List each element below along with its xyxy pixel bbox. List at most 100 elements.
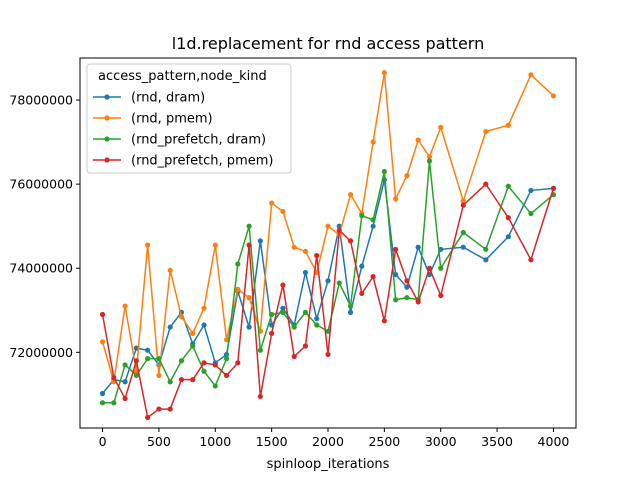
data-point	[404, 173, 410, 179]
data-point	[99, 339, 106, 345]
data-point	[381, 70, 387, 76]
data-point	[246, 295, 252, 301]
data-point	[178, 377, 185, 383]
data-point	[291, 244, 297, 250]
y-tick-label: 78000000	[9, 93, 73, 108]
data-point	[111, 400, 117, 406]
x-tick-label: 3500	[481, 434, 513, 449]
data-point	[460, 202, 466, 208]
data-point	[122, 362, 128, 368]
data-point	[190, 377, 196, 383]
data-point	[426, 158, 433, 164]
data-point	[528, 72, 534, 78]
legend-item: (rnd_prefetch, dram)	[93, 133, 266, 148]
data-point	[460, 229, 466, 236]
data-point	[404, 278, 410, 284]
data-point	[280, 309, 286, 315]
data-point	[257, 238, 263, 244]
x-tick-label: 3000	[425, 434, 457, 449]
data-point	[314, 322, 320, 328]
data-point	[99, 400, 106, 406]
data-point	[460, 198, 466, 204]
data-point	[415, 244, 421, 250]
legend-marker	[104, 94, 110, 100]
series-line	[101, 71, 554, 383]
data-point	[336, 227, 342, 233]
data-point	[483, 257, 489, 263]
data-point	[438, 265, 444, 271]
legend-label: (rnd_prefetch, pmem)	[131, 154, 273, 169]
legend-items: (rnd, dram) (rnd, pmem) (rnd_prefetch, dra…	[93, 91, 273, 169]
series-3	[99, 181, 557, 421]
data-point	[426, 265, 433, 271]
y-tick-label: 76000000	[9, 177, 73, 192]
data-point	[145, 347, 151, 353]
data-point	[99, 390, 106, 397]
data-point	[223, 372, 230, 379]
data-point	[393, 246, 399, 252]
x-tick-label: 1500	[256, 434, 288, 449]
data-point	[347, 238, 354, 244]
data-point	[325, 278, 331, 284]
series-line	[102, 160, 554, 404]
data-point	[145, 356, 151, 362]
data-point	[201, 360, 207, 366]
data-point	[483, 181, 489, 187]
data-point	[99, 311, 106, 318]
data-point	[201, 368, 207, 374]
data-point	[280, 305, 286, 311]
data-point	[223, 356, 230, 362]
legend-label: (rnd, pmem)	[131, 112, 213, 127]
data-point	[280, 282, 286, 288]
data-point	[505, 215, 511, 221]
data-point	[145, 414, 151, 421]
data-point	[269, 200, 275, 206]
data-point	[246, 324, 252, 330]
data-point	[302, 248, 309, 255]
data-point	[347, 303, 354, 309]
data-point	[370, 274, 376, 280]
data-point	[550, 185, 557, 191]
data-point	[291, 324, 297, 330]
data-point	[201, 305, 207, 311]
data-point	[381, 318, 387, 324]
data-point	[460, 244, 466, 250]
data-point	[370, 139, 376, 145]
data-point	[291, 353, 297, 360]
legend-label: (rnd_prefetch, dram)	[131, 133, 266, 148]
series-2	[99, 158, 557, 406]
data-point	[212, 383, 218, 389]
data-point	[212, 242, 218, 248]
data-point	[528, 210, 534, 217]
legend-title: access_pattern,node_kind	[98, 69, 267, 84]
data-point	[347, 192, 354, 198]
x-tick-label: 4000	[538, 434, 570, 449]
data-point	[347, 309, 354, 315]
data-point	[257, 347, 263, 353]
data-point	[550, 93, 557, 99]
series-0	[99, 177, 557, 397]
legend-item: (rnd, pmem)	[93, 112, 213, 127]
legend: access_pattern,node_kind (rnd, dram)(rnd…	[86, 63, 292, 174]
data-point	[370, 217, 376, 223]
data-point	[393, 196, 399, 202]
data-point	[167, 406, 173, 412]
data-point	[246, 242, 252, 248]
x-tick-label: 2500	[368, 434, 400, 449]
data-point	[404, 284, 410, 290]
x-tick-label: 2000	[312, 434, 344, 449]
data-point	[178, 358, 185, 364]
legend-item: (rnd_prefetch, pmem)	[93, 154, 273, 169]
data-point	[156, 356, 162, 362]
data-point	[381, 168, 387, 175]
data-point	[133, 372, 139, 379]
x-tick-label: 0	[99, 434, 107, 449]
data-point	[122, 395, 128, 402]
data-point	[393, 297, 399, 303]
legend-frame	[86, 63, 292, 174]
data-point	[122, 303, 128, 309]
legend-label: (rnd, dram)	[131, 91, 205, 106]
y-tick-label: 74000000	[9, 261, 73, 276]
data-point	[156, 406, 162, 412]
